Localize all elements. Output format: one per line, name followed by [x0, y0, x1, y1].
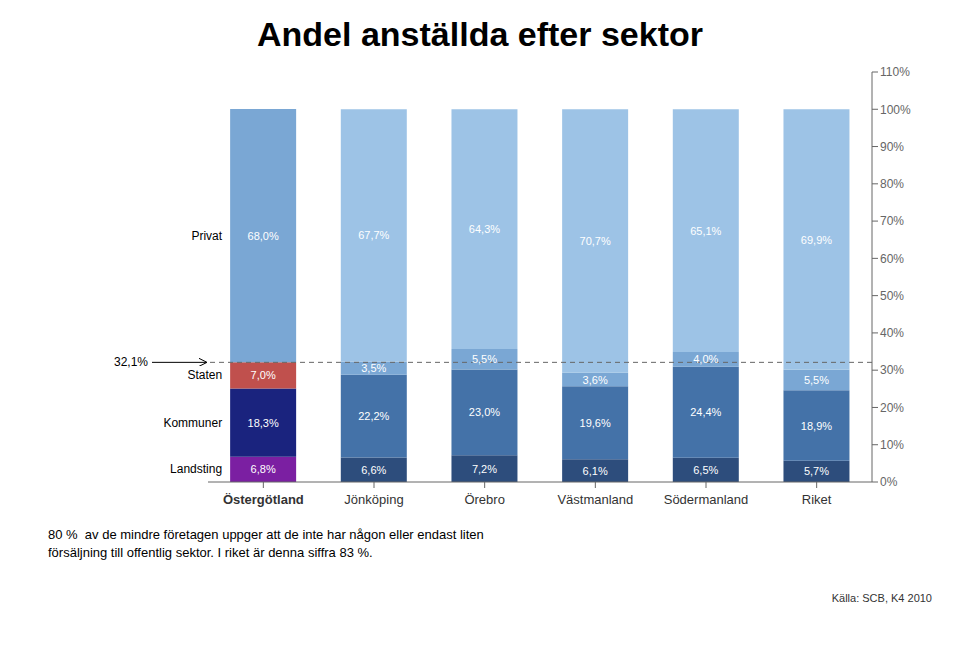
svg-text:90%: 90% — [880, 140, 904, 154]
svg-text:10%: 10% — [880, 438, 904, 452]
svg-text:7,0%: 7,0% — [251, 369, 276, 381]
svg-text:50%: 50% — [880, 289, 904, 303]
svg-text:5,5%: 5,5% — [804, 374, 829, 386]
svg-text:6,1%: 6,1% — [583, 465, 608, 477]
svg-text:6,6%: 6,6% — [361, 464, 386, 476]
svg-text:Riket: Riket — [802, 492, 832, 507]
svg-text:70,7%: 70,7% — [580, 235, 611, 247]
svg-text:20%: 20% — [880, 401, 904, 415]
svg-text:69,9%: 69,9% — [801, 234, 832, 246]
svg-text:67,7%: 67,7% — [358, 229, 389, 241]
svg-text:18,3%: 18,3% — [248, 417, 279, 429]
svg-text:5,7%: 5,7% — [804, 465, 829, 477]
svg-text:100%: 100% — [880, 103, 911, 117]
html-text:Källa: SCB, K4 2010: Källa: SCB, K4 2010 — [831, 592, 932, 604]
html-text:80 % av de mindre företagen up: 80 % av de mindre företagen uppger att d… — [48, 527, 484, 560]
svg-text:Kommuner: Kommuner — [163, 416, 222, 430]
svg-text:0%: 0% — [880, 475, 898, 489]
svg-text:19,6%: 19,6% — [580, 417, 611, 429]
svg-text:80%: 80% — [880, 177, 904, 191]
svg-text:Privat: Privat — [191, 229, 222, 243]
svg-text:3,5%: 3,5% — [361, 362, 386, 374]
svg-text:Örebro: Örebro — [464, 492, 504, 507]
svg-text:6,5%: 6,5% — [693, 464, 718, 476]
svg-text:18,9%: 18,9% — [801, 420, 832, 432]
svg-text:32,1%: 32,1% — [114, 355, 148, 369]
svg-text:64,3%: 64,3% — [469, 223, 500, 235]
svg-text:60%: 60% — [880, 252, 904, 266]
svg-text:Landsting: Landsting — [170, 462, 222, 476]
svg-text:6,8%: 6,8% — [251, 463, 276, 475]
svg-text:4,0%: 4,0% — [693, 353, 718, 365]
svg-text:22,2%: 22,2% — [358, 410, 389, 422]
svg-text:30%: 30% — [880, 363, 904, 377]
svg-text:Södermanland: Södermanland — [664, 492, 749, 507]
svg-text:Östergötland: Östergötland — [223, 492, 304, 507]
svg-text:3,6%: 3,6% — [583, 374, 608, 386]
svg-text:65,1%: 65,1% — [690, 225, 721, 237]
svg-text:7,2%: 7,2% — [472, 463, 497, 475]
svg-text:70%: 70% — [880, 214, 904, 228]
svg-text:24,4%: 24,4% — [690, 406, 721, 418]
svg-text:40%: 40% — [880, 326, 904, 340]
svg-text:Staten: Staten — [187, 368, 222, 382]
svg-text:Jönköping: Jönköping — [344, 492, 403, 507]
svg-text:Västmanland: Västmanland — [557, 492, 633, 507]
svg-text:23,0%: 23,0% — [469, 406, 500, 418]
html-text:Andel anställda efter sektor: Andel anställda efter sektor — [257, 15, 703, 53]
svg-text:110%: 110% — [880, 65, 910, 79]
svg-text:68,0%: 68,0% — [248, 230, 279, 242]
svg-text:5,5%: 5,5% — [472, 353, 497, 365]
